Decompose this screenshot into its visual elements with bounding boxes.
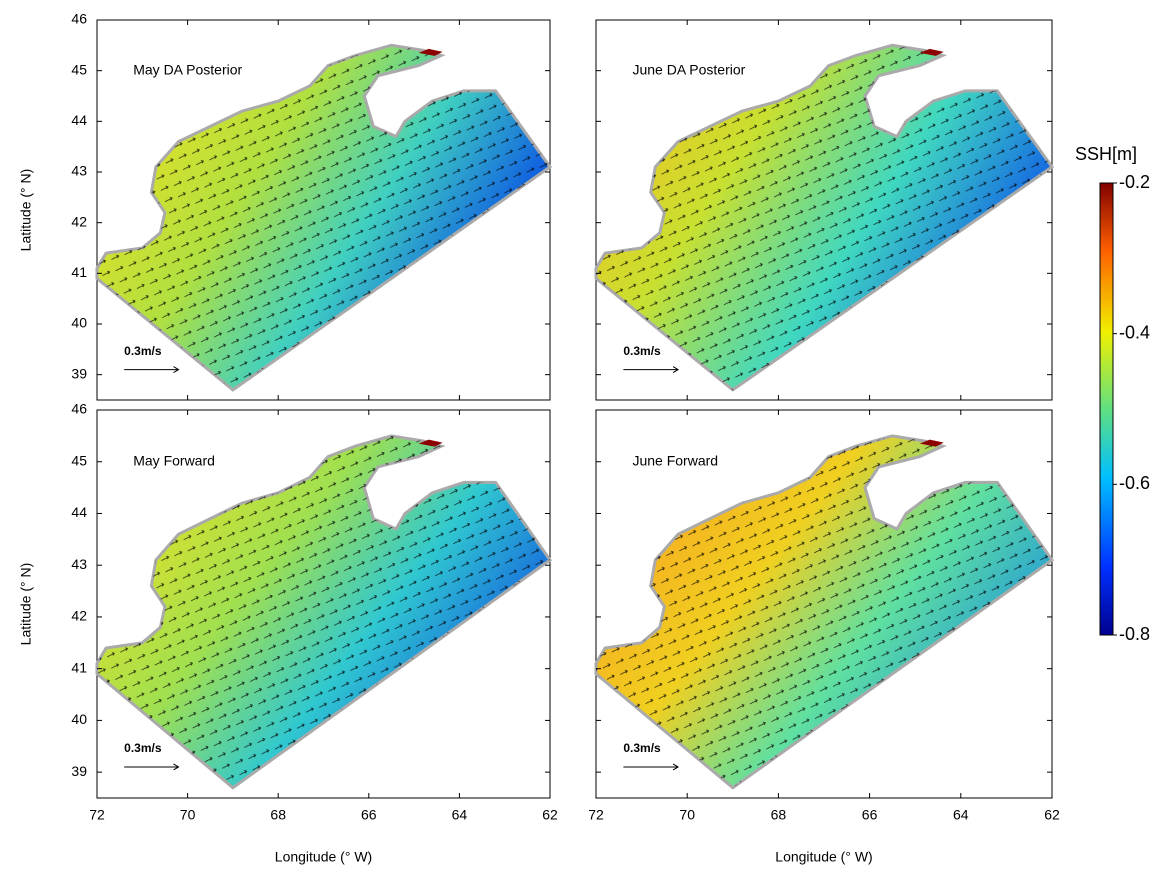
scale-arrow	[623, 366, 680, 374]
scale-label: 0.3m/s	[124, 741, 162, 755]
panel-title: May Forward	[133, 452, 215, 468]
x-tick-label: 72	[588, 807, 604, 823]
scale-arrow	[124, 763, 180, 771]
colorbar-tick-label: -0.2	[1119, 172, 1150, 192]
y-tick-label: 41	[71, 264, 87, 280]
colorbar-tick-label: -0.8	[1119, 624, 1150, 644]
colorbar: SSH[m] -0.2 -0.4 -0.6 -0.8	[1075, 144, 1150, 644]
scale-arrow	[623, 763, 680, 771]
y-tick-label: 39	[71, 763, 87, 779]
scale-label: 0.3m/s	[623, 344, 661, 358]
y-tick-label: 43	[71, 556, 87, 572]
colorbar-tick-label: -0.4	[1119, 322, 1150, 342]
x-tick-label: 66	[361, 807, 377, 823]
panels: 39 40 41 42 43 44 45 46 May DA Posterior 0.3m/s La…	[18, 11, 1060, 865]
y-tick-label: 46	[71, 401, 87, 417]
y-tick-label: 42	[71, 608, 87, 624]
panel-title: June Forward	[632, 452, 718, 468]
velocity-vectors	[596, 45, 1052, 390]
x-tick-label: 68	[771, 807, 787, 823]
panel: June DA Posterior 0.3m/s	[594, 19, 1055, 401]
y-tick-label: 45	[71, 61, 87, 77]
y-axis-label: Latitude (° N)	[18, 563, 34, 646]
y-tick-label: 45	[71, 452, 87, 468]
x-axis-label: Longitude (° W)	[775, 849, 872, 865]
colorbar-scale	[1099, 182, 1114, 636]
high-ssh-patch	[919, 439, 944, 447]
y-axis-label: Latitude (° N)	[18, 169, 34, 252]
y-tick-label: 44	[71, 504, 87, 520]
x-tick-label: 72	[89, 807, 105, 823]
y-tick-label: 40	[71, 315, 87, 331]
x-tick-label: 64	[953, 807, 969, 823]
x-tick-label: 66	[862, 807, 878, 823]
x-tick-label: 70	[679, 807, 695, 823]
high-ssh-patch	[418, 439, 443, 447]
panel: 39 40 41 42 43 44 45 46 May DA Posterior 0.3m/s La…	[18, 11, 553, 401]
y-tick-label: 44	[71, 112, 87, 128]
scale-arrow	[124, 366, 180, 374]
panel-title: June DA Posterior	[632, 61, 745, 77]
scale-label: 0.3m/s	[623, 741, 661, 755]
x-tick-label: 62	[1044, 807, 1060, 823]
scale-label: 0.3m/s	[124, 344, 162, 358]
x-tick-label: 64	[452, 807, 468, 823]
y-tick-label: 46	[71, 11, 87, 27]
velocity-vectors	[596, 435, 1052, 788]
y-tick-label: 42	[71, 213, 87, 229]
colorbar-tick-label: -0.6	[1119, 473, 1150, 493]
high-ssh-patch	[919, 48, 944, 56]
y-tick-label: 40	[71, 711, 87, 727]
velocity-vectors	[97, 45, 550, 390]
x-tick-label: 68	[270, 807, 286, 823]
panel: 72 70 68 66 64 62 39 40 41 42 43 44 45 46 May Forward 0…	[18, 401, 558, 865]
panel: 72 70 68 66 64 62 June Forward 0.3m/s Longitude …	[588, 409, 1060, 865]
colorbar-label: SSH[m]	[1075, 144, 1137, 164]
velocity-vectors	[97, 435, 550, 788]
y-tick-label: 39	[71, 365, 87, 381]
panel-title: May DA Posterior	[133, 61, 242, 77]
x-tick-label: 70	[180, 807, 196, 823]
x-tick-label: 62	[542, 807, 558, 823]
y-tick-label: 43	[71, 163, 87, 179]
y-tick-label: 41	[71, 659, 87, 675]
high-ssh-patch	[418, 48, 443, 56]
x-axis-label: Longitude (° W)	[275, 849, 372, 865]
